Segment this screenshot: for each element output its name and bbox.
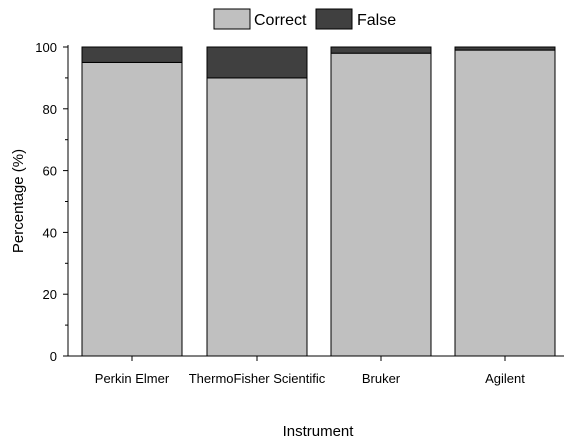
x-axis-label: Instrument — [283, 423, 355, 437]
y-tick-label: 40 — [43, 225, 57, 240]
x-tick-label: Bruker — [362, 371, 401, 386]
x-tick-label: ThermoFisher Scientific — [189, 371, 326, 386]
bar-correct-3 — [454, 49, 556, 357]
legend-label-false: False — [357, 12, 396, 29]
bar-correct-2 — [330, 52, 432, 357]
legend-swatch-false — [315, 8, 353, 30]
bar-false-1 — [206, 46, 308, 79]
bar-false-0 — [81, 46, 183, 63]
y-tick-label: 80 — [43, 102, 57, 117]
x-tick-label: Agilent — [485, 371, 525, 386]
y-axis-label: Percentage (%) — [10, 149, 27, 253]
legend-swatch-correct — [213, 8, 251, 30]
y-tick-label: 60 — [43, 164, 57, 179]
bar-false-3 — [454, 46, 556, 51]
legend: Correct False — [213, 8, 396, 30]
axes-group: Perkin Elmer ThermoFisher Scientific Bruke… — [35, 40, 564, 386]
y-tick-label: 100 — [35, 40, 57, 55]
legend-label-correct: Correct — [254, 12, 307, 29]
y-tick-label: 0 — [50, 349, 57, 364]
bars-group — [81, 46, 556, 357]
bar-correct-0 — [81, 61, 183, 357]
bar-false-2 — [330, 46, 432, 54]
y-tick-label: 20 — [43, 287, 57, 302]
x-tick-label: Perkin Elmer — [95, 371, 170, 386]
bar-correct-1 — [206, 77, 308, 357]
